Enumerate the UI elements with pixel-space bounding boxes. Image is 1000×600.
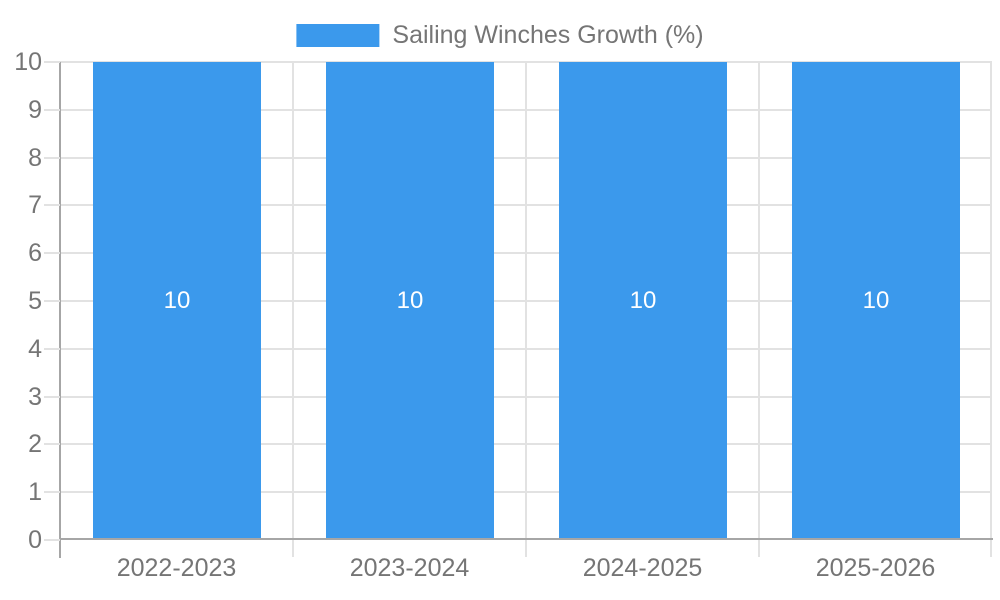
y-tick-label: 10: [14, 48, 42, 76]
y-tick-label: 6: [28, 239, 42, 268]
x-category-label: 2022-2023: [116, 554, 237, 582]
y-tick-mark: [44, 300, 60, 302]
y-tick-mark: [44, 61, 60, 63]
legend: Sailing Winches Growth (%): [296, 21, 704, 50]
x-tick-mark: [525, 540, 527, 557]
gridline-vertical: [758, 62, 760, 540]
plot-area: 10 10 10 10: [60, 61, 992, 540]
y-tick-mark: [44, 539, 60, 541]
bar: 10: [326, 62, 494, 540]
bar-value-label: 10: [396, 287, 424, 314]
bar: 10: [792, 62, 960, 540]
y-tick-label: 7: [28, 191, 42, 220]
y-tick-mark: [44, 491, 60, 494]
x-tick-mark: [758, 540, 760, 557]
x-category-label: 2024-2025: [582, 554, 703, 582]
y-axis-line: [59, 62, 61, 558]
legend-swatch: [296, 24, 380, 47]
y-tick-mark: [44, 156, 60, 159]
bar: 10: [93, 62, 261, 540]
gridline-vertical: [525, 62, 527, 540]
bar: 10: [559, 62, 727, 540]
y-tick-label: 5: [28, 287, 42, 315]
y-tick-mark: [44, 347, 60, 350]
y-tick-label: 9: [28, 95, 42, 124]
y-tick-mark: [44, 395, 60, 398]
x-category-label: 2023-2024: [349, 554, 470, 582]
legend-label: Sailing Winches Growth (%): [392, 21, 704, 49]
y-tick-label: 4: [28, 334, 42, 363]
y-tick-label: 8: [28, 143, 42, 172]
gridline-vertical: [292, 62, 294, 540]
plot-right-border: [990, 62, 992, 540]
y-tick-mark: [44, 443, 60, 446]
y-tick-label: 2: [28, 430, 42, 459]
y-tick-mark: [44, 204, 60, 207]
x-category-label: 2025-2026: [815, 554, 936, 582]
x-tick-mark: [292, 540, 294, 557]
bar-value-label: 10: [862, 287, 890, 314]
bar-value-label: 10: [629, 287, 657, 314]
bar-value-label: 10: [163, 287, 191, 314]
x-axis-line: [60, 538, 993, 540]
y-tick-mark: [44, 108, 60, 111]
y-tick-mark: [44, 252, 60, 255]
y-tick-label: 1: [28, 478, 42, 507]
y-tick-label: 0: [28, 526, 42, 554]
y-tick-label: 3: [28, 382, 42, 411]
x-tick-mark: [990, 540, 992, 557]
